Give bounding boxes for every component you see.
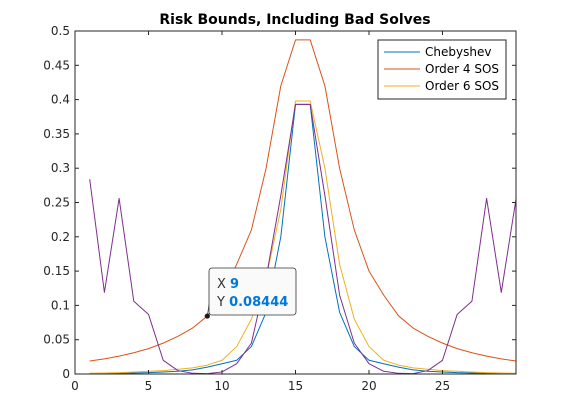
datatip-x-row: X 9	[217, 277, 239, 292]
x-tick-label: 25	[435, 379, 450, 393]
y-tick-label: 0.4	[51, 93, 70, 107]
y-tick-label: 0.3	[51, 161, 70, 175]
x-tick-label: 20	[361, 379, 376, 393]
datatip-y-row: Y 0.08444	[216, 295, 288, 310]
x-tick-label: 0	[71, 379, 79, 393]
legend[interactable]: Chebyshev Order 4 SOS Order 6 SOS	[377, 39, 507, 100]
datatip[interactable]: X 9 Y 0.08444	[204, 267, 297, 319]
x-tick-label: 15	[288, 379, 303, 393]
datatip-marker	[204, 313, 210, 319]
legend-entry[interactable]: Order 6 SOS	[425, 79, 499, 93]
datatip-box	[208, 267, 297, 316]
y-tick-label: 0.25	[43, 196, 70, 210]
y-tick-label: 0.5	[51, 24, 70, 38]
legend-entry[interactable]: Order 4 SOS	[425, 62, 499, 76]
y-tick-label: 0.35	[43, 127, 70, 141]
series-line-4[interactable]	[89, 103, 517, 375]
series-line-2[interactable]	[89, 39, 517, 362]
chart-title: Risk Bounds, Including Bad Solves	[159, 12, 430, 28]
y-tick-label: 0.1	[51, 298, 70, 312]
x-tick-label: 5	[145, 379, 153, 393]
tick-layer: 0 5 10 15 20 25 0 0.05 0.1 0.15 0.2 0.25 0.3 0.35 0.4 0…	[43, 24, 516, 393]
y-tick-label: 0.2	[51, 230, 70, 244]
x-tick-label: 10	[214, 379, 229, 393]
series-line-3[interactable]	[89, 100, 517, 374]
y-tick-label: 0.15	[43, 264, 70, 278]
y-tick-label: 0	[62, 367, 70, 381]
y-tick-label: 0.45	[43, 58, 70, 72]
series-layer	[89, 39, 517, 375]
y-tick-label: 0.05	[43, 333, 70, 347]
legend-entry[interactable]: Chebyshev	[425, 45, 491, 59]
